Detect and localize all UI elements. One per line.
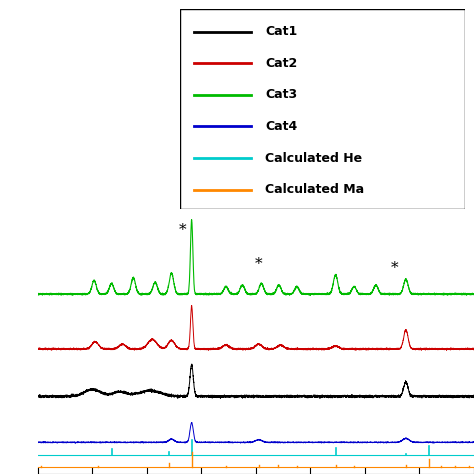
Text: *: *	[255, 257, 263, 271]
Text: Cat3: Cat3	[265, 88, 298, 101]
Text: *: *	[391, 261, 399, 275]
Text: Calculated He: Calculated He	[265, 152, 363, 164]
Text: Cat4: Cat4	[265, 120, 298, 133]
Text: Cat2: Cat2	[265, 57, 298, 70]
Text: *: *	[179, 223, 186, 237]
Text: Calculated Ma: Calculated Ma	[265, 183, 365, 196]
Text: Cat1: Cat1	[265, 25, 298, 38]
